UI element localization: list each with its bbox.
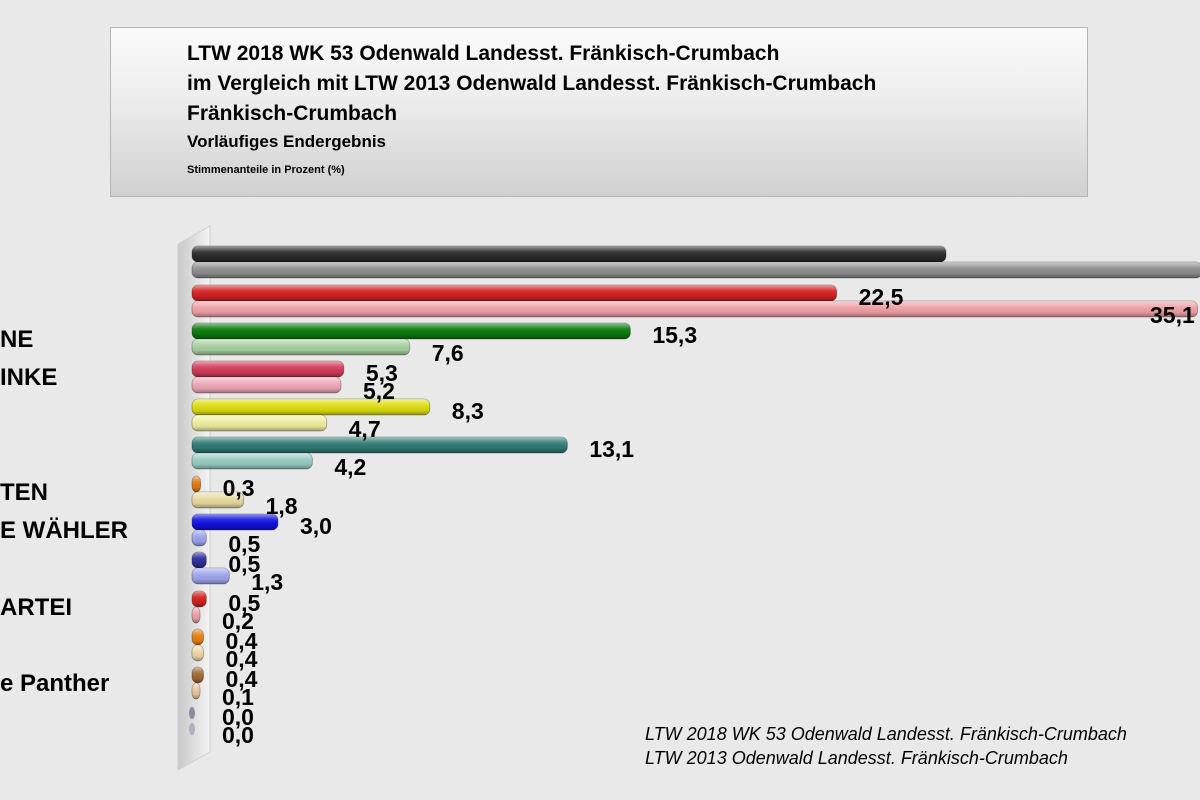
bar-2013	[191, 300, 1199, 318]
value-label-2013: 1,8	[266, 493, 298, 519]
category-label: E WÄHLER	[0, 517, 128, 544]
bar-2018	[191, 360, 345, 378]
legend-series-2013: LTW 2013 Odenwald Landesst. Fränkisch-Cr…	[645, 748, 1068, 768]
value-label-2018: 0,4	[225, 666, 257, 692]
bar-2013	[191, 414, 328, 432]
value-label-2013: 0,1	[222, 684, 254, 710]
value-label-2018: 0,3	[223, 475, 255, 501]
value-label-2018: 3,0	[300, 513, 332, 539]
legend-series-2018: LTW 2018 WK 53 Odenwald Landesst. Fränki…	[645, 724, 1127, 744]
bar-2013	[191, 567, 230, 585]
value-label-2018: 0,0	[222, 704, 254, 730]
bar-2018	[191, 666, 204, 684]
bar-2018	[191, 322, 631, 340]
value-label-2018: 8,3	[452, 398, 484, 424]
chart-title-line2: im Vergleich mit LTW 2013 Odenwald Lande…	[187, 72, 877, 95]
value-label-2013: 4,7	[349, 416, 381, 442]
value-label-2013: 0,2	[222, 608, 254, 634]
value-label-2013: 5,2	[363, 378, 395, 404]
bar-2018	[191, 436, 568, 454]
bar-2013	[191, 644, 204, 662]
value-label-2013: 0,4	[225, 646, 257, 672]
bar-2018	[191, 475, 201, 493]
chart-title-line1: LTW 2018 WK 53 Odenwald Landesst. Fränki…	[187, 42, 780, 65]
bar-2013	[191, 338, 411, 356]
bar-2013	[191, 682, 201, 700]
value-label-2018: 0,5	[228, 590, 260, 616]
value-label-2018: 0,5	[228, 551, 260, 577]
value-label-2013: 0,0	[222, 722, 254, 748]
category-label: NE	[0, 326, 33, 353]
bar-2013	[189, 723, 195, 735]
bar-2013	[191, 529, 207, 547]
bar-2018	[191, 284, 838, 302]
category-label: TEN	[0, 479, 48, 506]
value-label-2013: 35,1	[1150, 302, 1195, 328]
bar-2013	[191, 452, 313, 470]
category-label: e Panther	[0, 670, 109, 697]
bar-2018	[189, 707, 195, 719]
chart-unit-note: Stimmenanteile in Prozent (%)	[187, 164, 345, 176]
value-label-2018: 15,3	[652, 322, 697, 348]
bar-2013	[191, 376, 342, 394]
value-label-2018: 5,3	[366, 360, 398, 386]
category-label: INKE	[0, 364, 57, 391]
bar-2018	[191, 590, 207, 608]
bar-2018	[191, 245, 947, 263]
bar-2018	[191, 628, 204, 646]
bar-2018	[191, 513, 279, 531]
chart-subtitle: Vorläufiges Endergebnis	[187, 132, 387, 151]
title-box: LTW 2018 WK 53 Odenwald Landesst. Fränki…	[110, 27, 1088, 197]
category-label: ARTEI	[0, 594, 72, 621]
value-label-2018: 13,1	[589, 436, 634, 462]
value-label-2013: 4,2	[334, 454, 366, 480]
value-label-2013: 7,6	[432, 340, 464, 366]
bar-2013	[191, 606, 201, 624]
value-label-2013: 0,5	[228, 531, 260, 557]
bar-2018	[191, 551, 207, 569]
bar-2013	[191, 261, 1200, 279]
value-label-2018: 0,4	[225, 628, 257, 654]
bar-2018	[191, 398, 431, 416]
value-label-2013: 1,3	[251, 569, 283, 595]
chart-title-line3: Fränkisch-Crumbach	[187, 102, 398, 125]
bar-2013	[191, 491, 244, 509]
value-label-2018: 22,5	[859, 284, 904, 310]
